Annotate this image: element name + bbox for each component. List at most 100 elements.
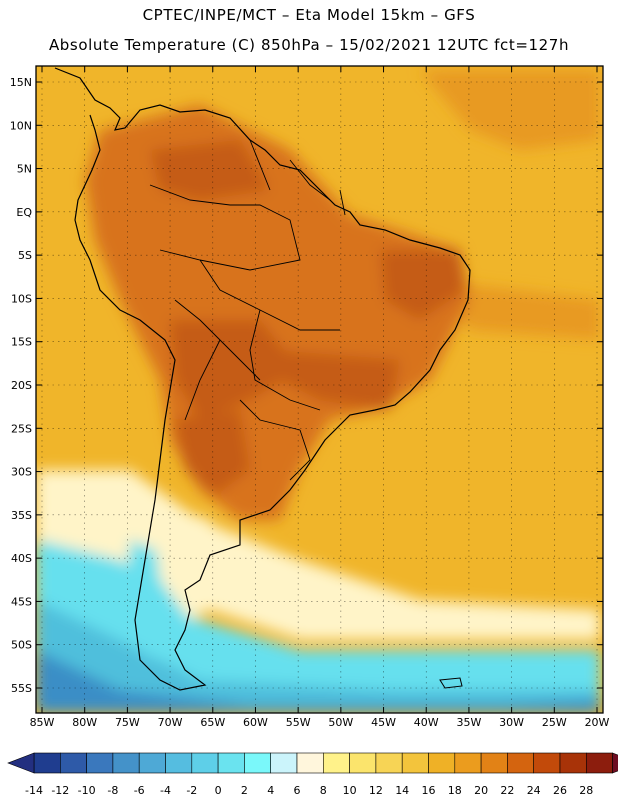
title-line-2: Absolute Temperature (C) 850hPa – 15/02/… — [48, 36, 570, 54]
colorbar-labels: -14 -12 -10 -8 -6 -4 -2 0 2 4 6 8 10 12 14 16 18 20 22 24 26… — [25, 784, 593, 797]
hot-core-region-2 — [175, 410, 250, 495]
coldest-band — [36, 650, 600, 713]
lon-label: 70W — [158, 716, 183, 729]
colorbar-swatch — [559, 752, 587, 774]
colorbar-label: 2 — [241, 784, 248, 797]
lat-label: 50S — [11, 639, 32, 652]
colorbar: -14 -12 -10 -8 -6 -4 -2 0 2 4 6 8 10 12 14 16 18 20 22 24 26… — [7, 752, 618, 797]
colorbar-swatch — [454, 752, 482, 774]
lat-label: 35S — [11, 509, 32, 522]
map-frame — [35, 65, 604, 714]
hot-core-region-4 — [380, 250, 465, 320]
lat-lon-grid — [36, 66, 603, 713]
lon-label: 65W — [200, 716, 225, 729]
colorbar-swatch — [585, 752, 613, 774]
temperature-map: 15N 10N 5N EQ 5S 10S 15S 20S 25S 30S 35S 40S 45S 50S 5… — [10, 65, 610, 729]
colorbar-label: 0 — [215, 784, 222, 797]
axis-ticks — [36, 66, 603, 713]
lon-label: 50W — [328, 716, 353, 729]
lon-label: 85W — [30, 716, 55, 729]
hot-core-region-3 — [150, 140, 270, 200]
colorbar-label: 20 — [474, 784, 488, 797]
lon-label: 45W — [371, 716, 396, 729]
colorbar-swatch — [33, 752, 61, 774]
lat-label: 5N — [17, 163, 32, 176]
colorbar-label: -12 — [51, 784, 69, 797]
lon-label: 55W — [286, 716, 311, 729]
colorbar-label: -14 — [25, 784, 43, 797]
colorbar-label: -4 — [160, 784, 171, 797]
hot-core-region — [170, 320, 300, 420]
temperature-field — [36, 66, 603, 713]
warm-land-region — [85, 105, 470, 520]
lon-label: 20W — [585, 716, 610, 729]
colorbar-label: -6 — [134, 784, 145, 797]
colorbar-label: -8 — [107, 784, 118, 797]
colorbar-label: -10 — [78, 784, 96, 797]
colorbar-swatch — [349, 752, 377, 774]
colorbar-swatch — [428, 752, 456, 774]
colorbar-label: 4 — [267, 784, 274, 797]
colorbar-label: 12 — [369, 784, 383, 797]
colorbar-swatch — [296, 752, 324, 774]
lon-label: 40W — [414, 716, 439, 729]
warm-ocean-band-2 — [430, 280, 600, 340]
lat-label: 15S — [11, 336, 32, 349]
colorbar-underflow-arrow — [7, 752, 35, 774]
colorbar-label: 8 — [320, 784, 327, 797]
lat-label: 15N — [10, 76, 32, 89]
lat-label: 20S — [11, 379, 32, 392]
lon-label: 30W — [499, 716, 524, 729]
colorbar-label: 10 — [343, 784, 357, 797]
colorbar-swatch — [480, 752, 508, 774]
lat-label: 45S — [11, 595, 32, 608]
colorbar-swatch — [86, 752, 114, 774]
lat-label: 5S — [18, 249, 32, 262]
colorbar-label: 6 — [294, 784, 301, 797]
colorbar-label: 22 — [500, 784, 514, 797]
lat-label: 10N — [10, 119, 32, 132]
coastline — [54, 67, 471, 691]
lat-label: EQ — [16, 206, 32, 219]
colorbar-swatch — [322, 752, 350, 774]
lat-label: 30S — [11, 466, 32, 479]
colorbar-swatch — [375, 752, 403, 774]
colorbar-swatch — [244, 752, 271, 774]
colorbar-label: 16 — [422, 784, 436, 797]
colorbar-swatch — [112, 752, 140, 774]
cool-patagonia — [150, 500, 230, 620]
warm-ocean-band — [420, 70, 600, 150]
colorbar-label: 28 — [579, 784, 593, 797]
lat-label: 55S — [11, 682, 32, 695]
latitude-labels: 15N 10N 5N EQ 5S 10S 15S 20S 25S 30S 35S 40S 45S 50S 5… — [10, 76, 33, 695]
lat-label: 10S — [11, 292, 32, 305]
colorbar-label: 24 — [527, 784, 541, 797]
lon-label: 60W — [243, 716, 268, 729]
colorbar-swatch — [165, 752, 193, 774]
longitude-labels: 85W 80W 75W 70W 65W 60W 55W 50W 45W 40W 35W 30W 25W 2… — [30, 716, 610, 729]
colorbar-swatch — [401, 752, 429, 774]
falkland-islands — [439, 677, 463, 689]
colder-band — [36, 600, 600, 713]
colorbar-swatch — [217, 752, 245, 774]
colorbar-overflow-arrow — [612, 752, 618, 774]
colorbar-swatch — [270, 752, 298, 774]
lon-label: 80W — [72, 716, 97, 729]
lon-label: 25W — [542, 716, 567, 729]
colorbar-swatch — [138, 752, 166, 774]
colorbar-label: 18 — [448, 784, 462, 797]
colorbar-swatch — [59, 752, 87, 774]
colorbar-label: 14 — [395, 784, 409, 797]
colorbar-swatch — [191, 752, 219, 774]
lon-label: 75W — [115, 716, 140, 729]
lon-label: 35W — [456, 716, 481, 729]
lat-label: 40S — [11, 552, 32, 565]
colorbar-swatch — [507, 752, 534, 774]
hot-core-region-5 — [270, 350, 400, 410]
lat-label: 25S — [11, 422, 32, 435]
colorbar-label: 26 — [553, 784, 567, 797]
colorbar-label: -2 — [186, 784, 197, 797]
title-line-1: CPTEC/INPE/MCT – Eta Model 15km – GFS — [142, 6, 476, 24]
colorbar-swatch — [533, 752, 561, 774]
colorbar-boxes — [33, 752, 613, 774]
